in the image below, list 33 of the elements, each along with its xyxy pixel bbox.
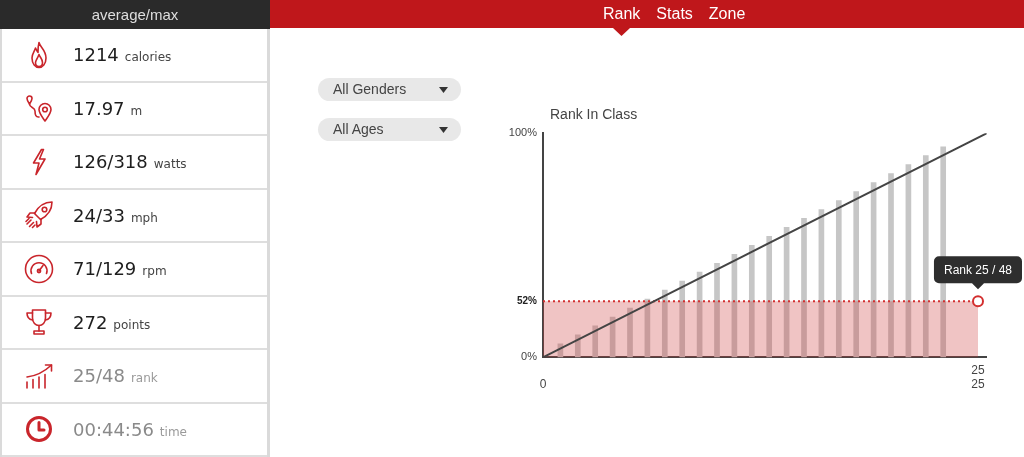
annotation: Rank 25 / 48 xyxy=(943,263,1013,278)
bar xyxy=(801,218,807,358)
y-tick-label: 0% xyxy=(521,350,538,363)
text: 1214 calories xyxy=(73,44,172,66)
bar xyxy=(627,307,633,358)
text: 24/33 mph xyxy=(73,204,158,226)
bar xyxy=(853,191,860,358)
bar xyxy=(766,236,773,358)
text: 272 points xyxy=(73,311,151,333)
bar xyxy=(835,200,842,358)
text: 17.97 m xyxy=(73,97,143,119)
header-bar: average/max xyxy=(0,0,270,29)
text: Rank xyxy=(603,5,641,22)
chart-title: Rank In Class xyxy=(550,105,638,122)
dropdown[interactable]: All Ages xyxy=(318,118,461,141)
y-tick-label: 100% xyxy=(508,126,538,139)
text: Stats xyxy=(656,5,693,22)
bar xyxy=(922,155,929,358)
x-tick-label: 0 xyxy=(539,376,547,391)
bar xyxy=(748,244,755,358)
dropdown[interactable]: All Genders xyxy=(318,78,461,101)
text: 71/129 rpm xyxy=(73,258,167,280)
text: Zone xyxy=(708,5,746,22)
bar xyxy=(661,289,668,358)
bar xyxy=(679,280,686,358)
bar xyxy=(714,262,720,358)
annotation: 25 xyxy=(971,362,985,377)
text: 00:44:56 time xyxy=(73,418,187,440)
bar xyxy=(592,325,599,358)
bar xyxy=(888,173,894,358)
text: 126/318 watts xyxy=(73,151,187,173)
text: 52% xyxy=(516,295,538,307)
text: 25/48 rank xyxy=(73,365,158,387)
